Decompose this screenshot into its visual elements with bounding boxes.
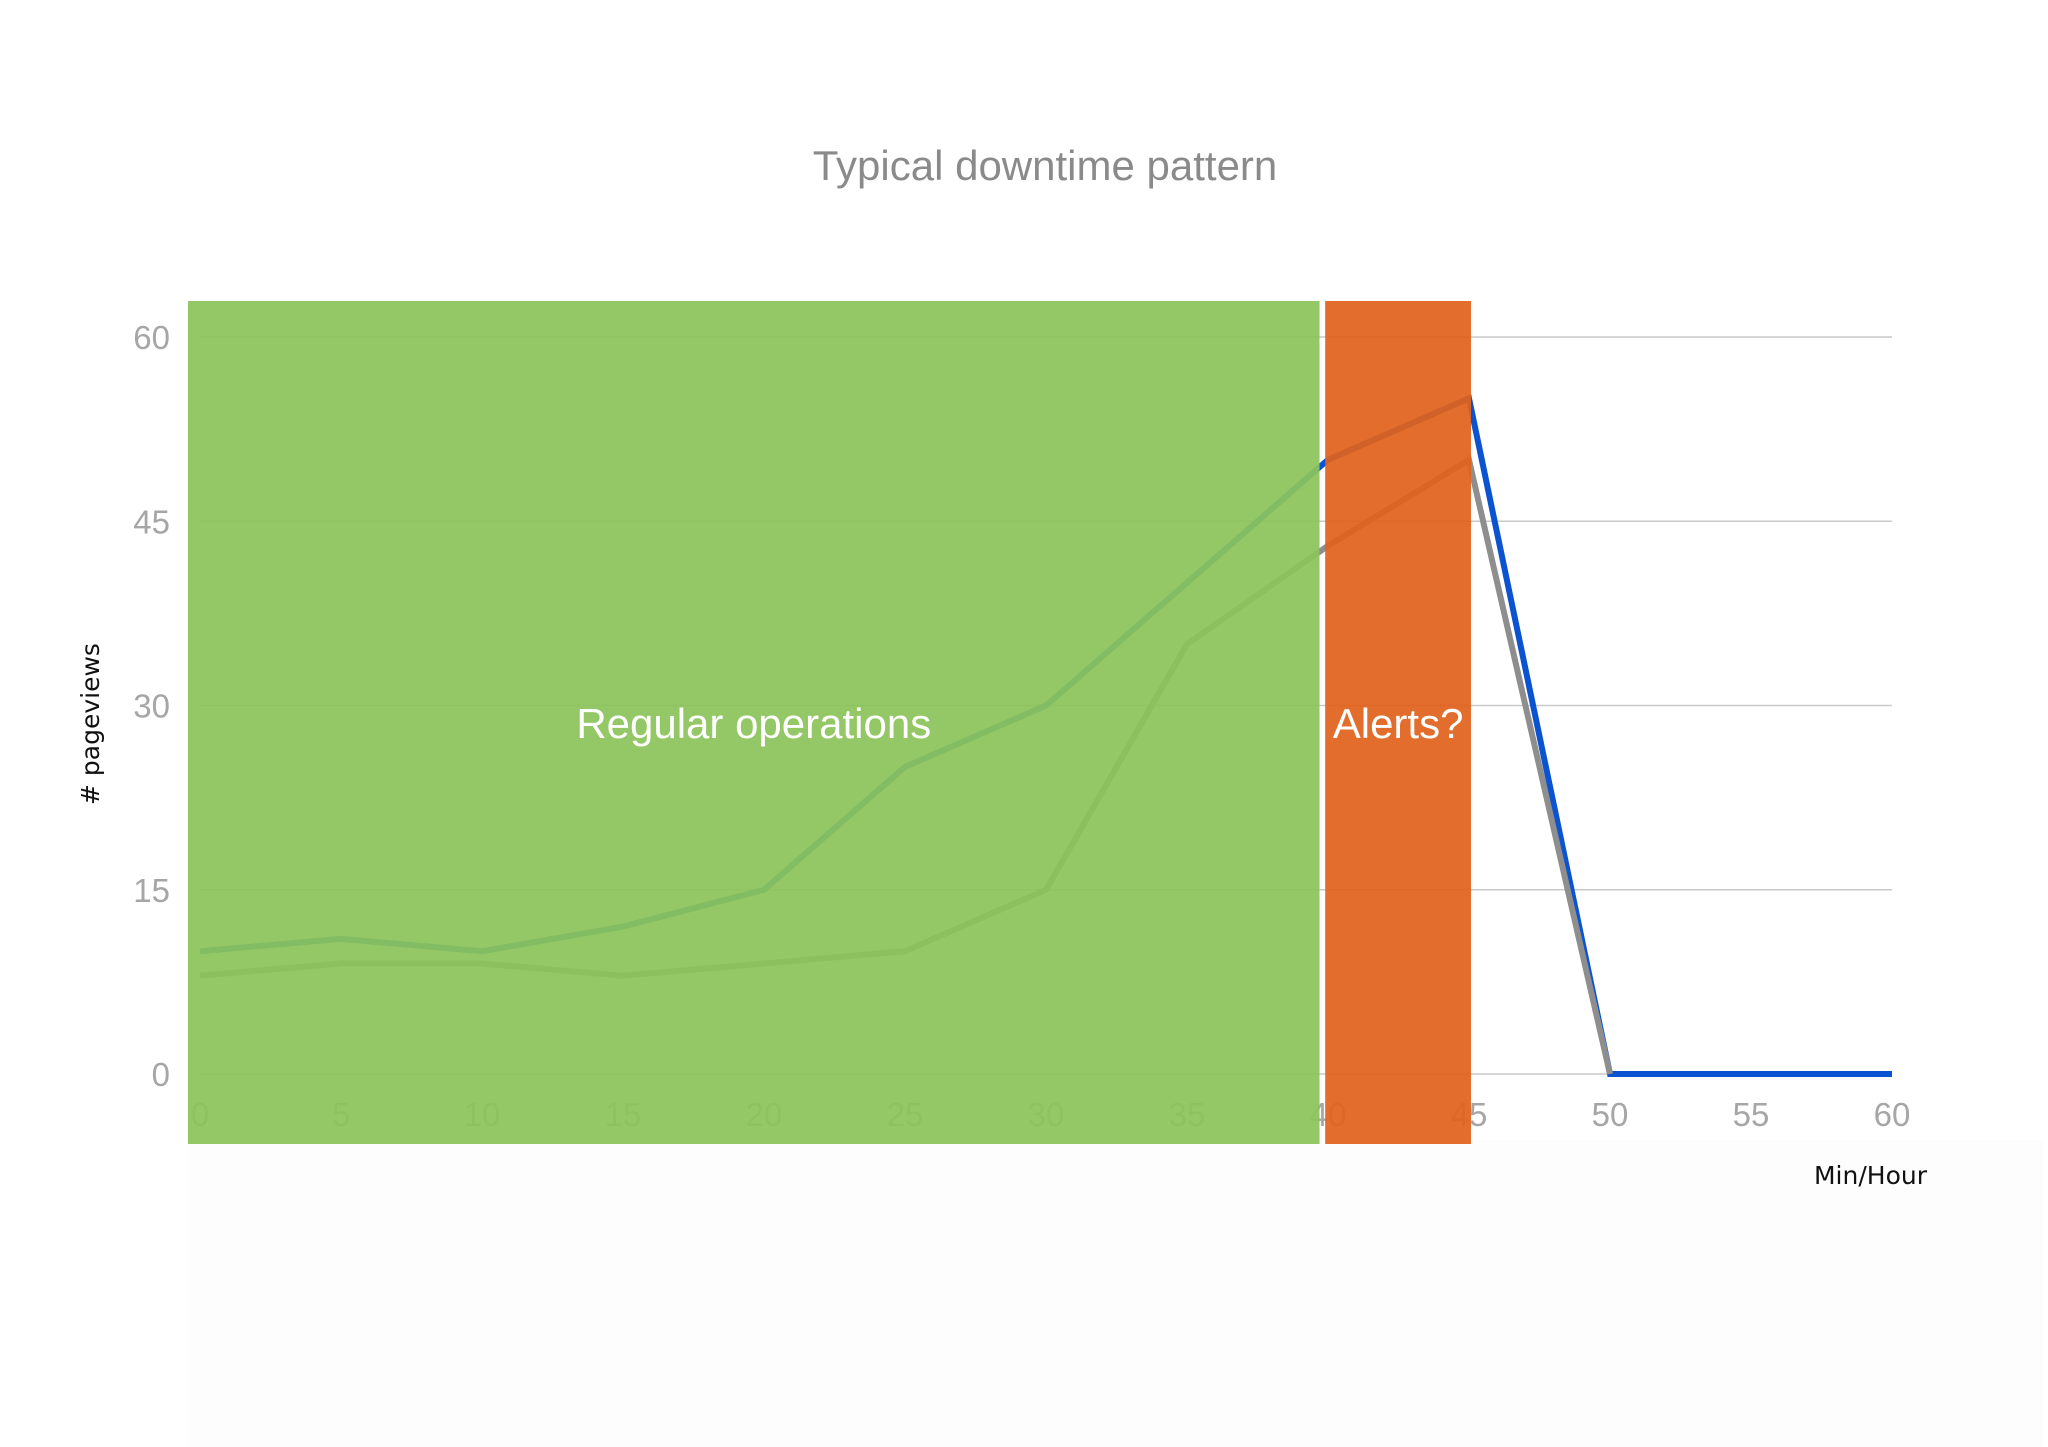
chart-title: Typical downtime pattern — [813, 142, 1278, 189]
y-tick-label: 30 — [133, 688, 170, 725]
highlight-regions: Regular operations Alerts? — [188, 301, 1471, 1144]
y-tick-label: 0 — [152, 1056, 170, 1093]
x-tick-label: 50 — [1592, 1096, 1629, 1133]
x-tick-label: 55 — [1733, 1096, 1770, 1133]
y-axis-ticks: 0 15 30 45 60 — [133, 319, 170, 1093]
region-1-label: Regular operations — [576, 700, 931, 747]
x-tick-label: 60 — [1874, 1096, 1911, 1133]
y-tick-label: 15 — [133, 872, 170, 909]
y-tick-label: 60 — [133, 319, 170, 356]
plot-background-panel — [188, 1140, 2043, 1447]
region-2-label: Alerts? — [1333, 700, 1464, 747]
region-1-band — [188, 301, 1320, 1144]
y-tick-label: 45 — [133, 503, 170, 540]
y-axis-title: # pageviews — [76, 643, 105, 805]
region-2-band — [1325, 301, 1471, 1144]
x-axis-title: Min/Hour — [1814, 1161, 1928, 1190]
